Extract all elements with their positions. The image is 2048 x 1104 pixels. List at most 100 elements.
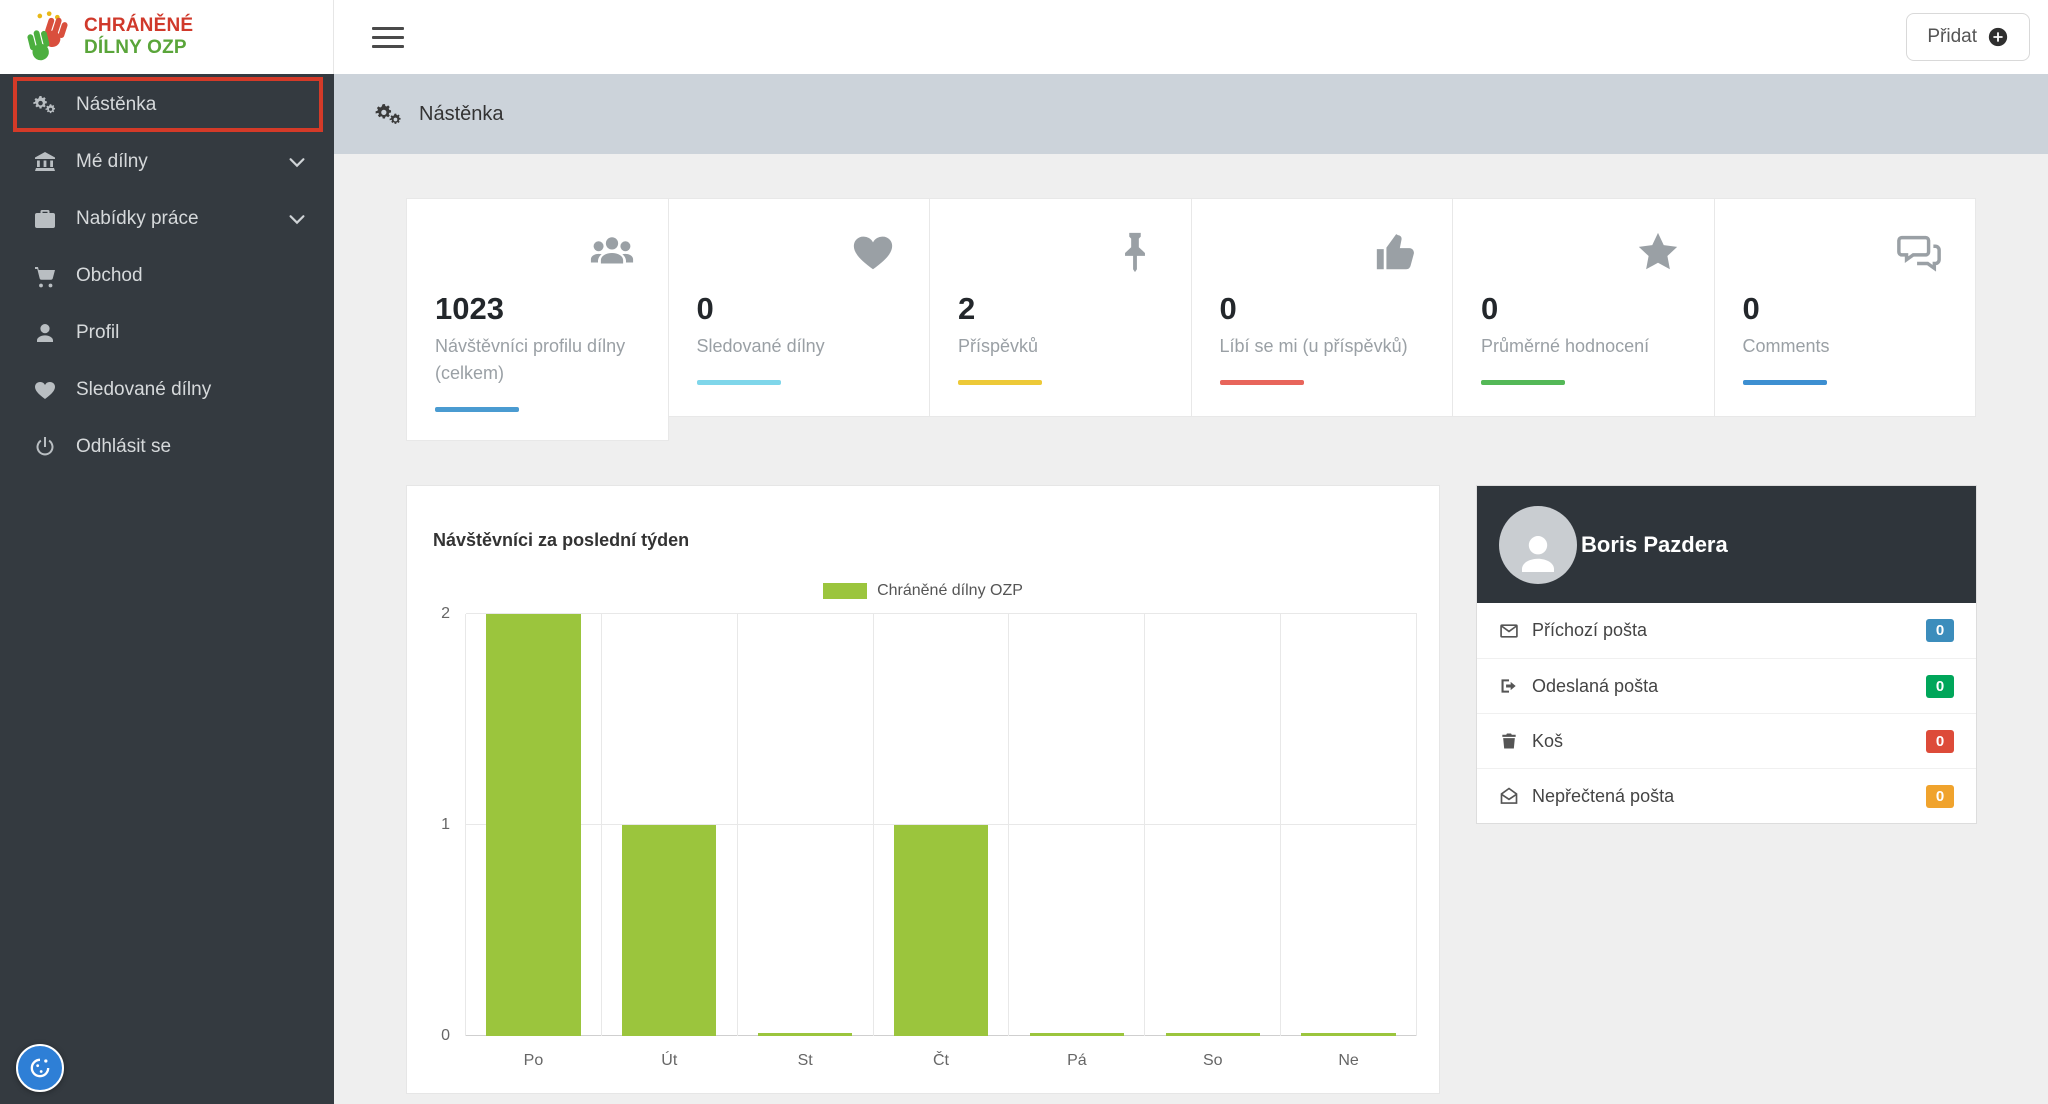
stat-card: 1023 Návštěvníci profilu dílny (celkem) <box>406 198 669 441</box>
user-icon <box>32 321 58 345</box>
stat-value: 0 <box>1742 291 1760 326</box>
stat-value: 0 <box>696 291 714 326</box>
send-icon <box>1499 676 1519 696</box>
mail-row-prichozi-posta[interactable]: Příchozí pošta 0 <box>1477 603 1976 658</box>
sidebar-item-profil[interactable]: Profil <box>0 304 334 361</box>
stats-row: 1023 Návštěvníci profilu dílny (celkem) … <box>406 198 1976 441</box>
user-icon <box>1514 530 1562 578</box>
brand-line2: DÍLNY OZP <box>84 37 187 58</box>
sidebar-item-me-dilny[interactable]: Mé dílny <box>0 133 334 190</box>
y-tick-label: 2 <box>441 605 450 622</box>
mail-row-kos[interactable]: Koš 0 <box>1477 713 1976 768</box>
mail-row-label: Nepřečtená pošta <box>1532 785 1675 806</box>
sidebar-item-label: Profil <box>76 321 120 343</box>
sidebar-item-obchod[interactable]: Obchod <box>0 247 334 304</box>
stat-card: 0 Líbí se mi (u příspěvků) <box>1191 198 1453 417</box>
profile-name: Boris Pazdera <box>1581 531 1728 557</box>
chevron-down-icon <box>286 208 308 230</box>
y-tick-label: 0 <box>441 1027 450 1044</box>
stat-label: Sledované dílny <box>696 336 825 356</box>
x-tick-label: So <box>1202 1052 1223 1069</box>
content: 1023 Návštěvníci profilu dílny (celkem) … <box>334 154 2048 1104</box>
stat-label: Průměrné hodnocení <box>1481 336 1650 356</box>
trash-icon <box>1499 731 1519 751</box>
stat-accent-bar <box>1742 380 1827 385</box>
chevron-down-icon <box>286 151 308 173</box>
users-icon <box>586 229 638 275</box>
add-button-label: Přidat <box>1927 26 1977 47</box>
cookie-consent-button[interactable] <box>16 1044 64 1092</box>
stat-label: Návštěvníci profilu dílny (celkem) <box>435 336 626 383</box>
x-tick-label: Čt <box>933 1052 949 1069</box>
bank-icon <box>32 150 58 174</box>
x-tick-label: Pá <box>1067 1052 1087 1069</box>
main-area: Přidat Nástěnka 1023 Návštěvníci profilu… <box>334 0 2048 1104</box>
count-badge: 0 <box>1926 674 1954 698</box>
bar <box>1301 1033 1396 1036</box>
hands-logo-icon <box>27 11 68 61</box>
bar <box>1029 1033 1125 1036</box>
bar <box>757 1033 853 1036</box>
stat-card: 0 Comments <box>1714 198 1976 417</box>
page-title: Nástěnka <box>419 102 504 125</box>
mail-row-label: Příchozí pošta <box>1532 620 1648 640</box>
bar <box>1165 1033 1260 1036</box>
chart-column: Ne <box>1281 614 1418 1069</box>
count-badge: 0 <box>1926 784 1954 808</box>
profile-panel: Boris Pazdera Příchozí pošta 0 Odeslaná … <box>1476 485 1977 824</box>
thumbs-up-icon <box>1370 229 1422 275</box>
stat-value: 0 <box>1481 291 1499 326</box>
brand-logo[interactable]: CHRÁNĚNÉ DÍLNY OZP <box>0 0 334 74</box>
stat-value: 2 <box>958 291 976 326</box>
chart-legend: Chráněné dílny OZP <box>407 582 1439 600</box>
stat-accent-bar <box>958 380 1042 385</box>
mail-row-label: Koš <box>1532 730 1564 751</box>
sidebar-item-label: Nástěnka <box>76 93 157 115</box>
mail-row-neprectena-posta[interactable]: Nepřečtená pošta 0 <box>1477 768 1976 823</box>
brand-text: CHRÁNĚNÉ DÍLNY OZP <box>84 15 193 60</box>
menu-toggle-icon[interactable] <box>372 26 404 48</box>
sidebar-item-label: Odhlásit se <box>76 435 172 457</box>
chart-title: Návštěvníci za poslední týden <box>433 530 690 550</box>
count-badge: 0 <box>1926 619 1954 642</box>
star-icon <box>1632 229 1684 275</box>
bar <box>622 825 717 1036</box>
legend-label: Chráněné dílny OZP <box>877 582 1023 599</box>
sidebar-item-odhlasit-se[interactable]: Odhlásit se <box>0 418 334 475</box>
chart-y-axis: 0 1 2 <box>420 605 458 1044</box>
envelope-icon <box>1499 621 1519 641</box>
stat-accent-bar <box>1219 380 1304 385</box>
chart-column: So <box>1145 614 1282 1069</box>
stat-label: Líbí se mi (u příspěvků) <box>1219 336 1408 356</box>
sidebar-item-label: Mé dílny <box>76 150 148 172</box>
sidebar-item-sledovane-dilny[interactable]: Sledované dílny <box>0 361 334 418</box>
sidebar-item-label: Sledované dílny <box>76 378 212 400</box>
cogs-icon <box>32 93 58 117</box>
legend-swatch <box>823 583 868 599</box>
mail-row-odeslana-posta[interactable]: Odeslaná pošta 0 <box>1477 658 1976 713</box>
chart-plot: 0 1 2 Po Út St Čt Pá So Ne <box>441 605 1418 1069</box>
add-button[interactable]: Přidat <box>1906 13 2030 61</box>
stat-accent-bar <box>696 380 781 385</box>
topbar: Přidat <box>334 0 2048 74</box>
chart-column: Po <box>466 614 602 1069</box>
page-header: Nástěnka <box>334 74 2048 154</box>
chart-column: St <box>738 614 874 1069</box>
stat-label: Příspěvků <box>958 336 1039 356</box>
chart-legend-item: Chráněné dílny OZP <box>823 582 1023 600</box>
briefcase-icon <box>32 207 58 231</box>
count-badge: 0 <box>1926 729 1954 753</box>
cogs-icon <box>374 102 404 127</box>
chart-columns: Po Út St Čt Pá So Ne <box>466 614 1418 1069</box>
sidebar-item-nabidky-prace[interactable]: Nabídky práce <box>0 190 334 247</box>
stat-accent-bar <box>1481 380 1565 385</box>
mail-row-label: Odeslaná pošta <box>1532 675 1659 696</box>
sidebar-item-nastenka[interactable]: Nástěnka <box>0 76 334 133</box>
heart-icon <box>847 229 899 275</box>
stat-card: 0 Průměrné hodnocení <box>1453 198 1715 417</box>
stat-value: 1023 <box>435 291 504 326</box>
x-tick-label: St <box>797 1052 813 1069</box>
comments-icon <box>1893 229 1945 275</box>
gridline <box>466 824 1417 825</box>
